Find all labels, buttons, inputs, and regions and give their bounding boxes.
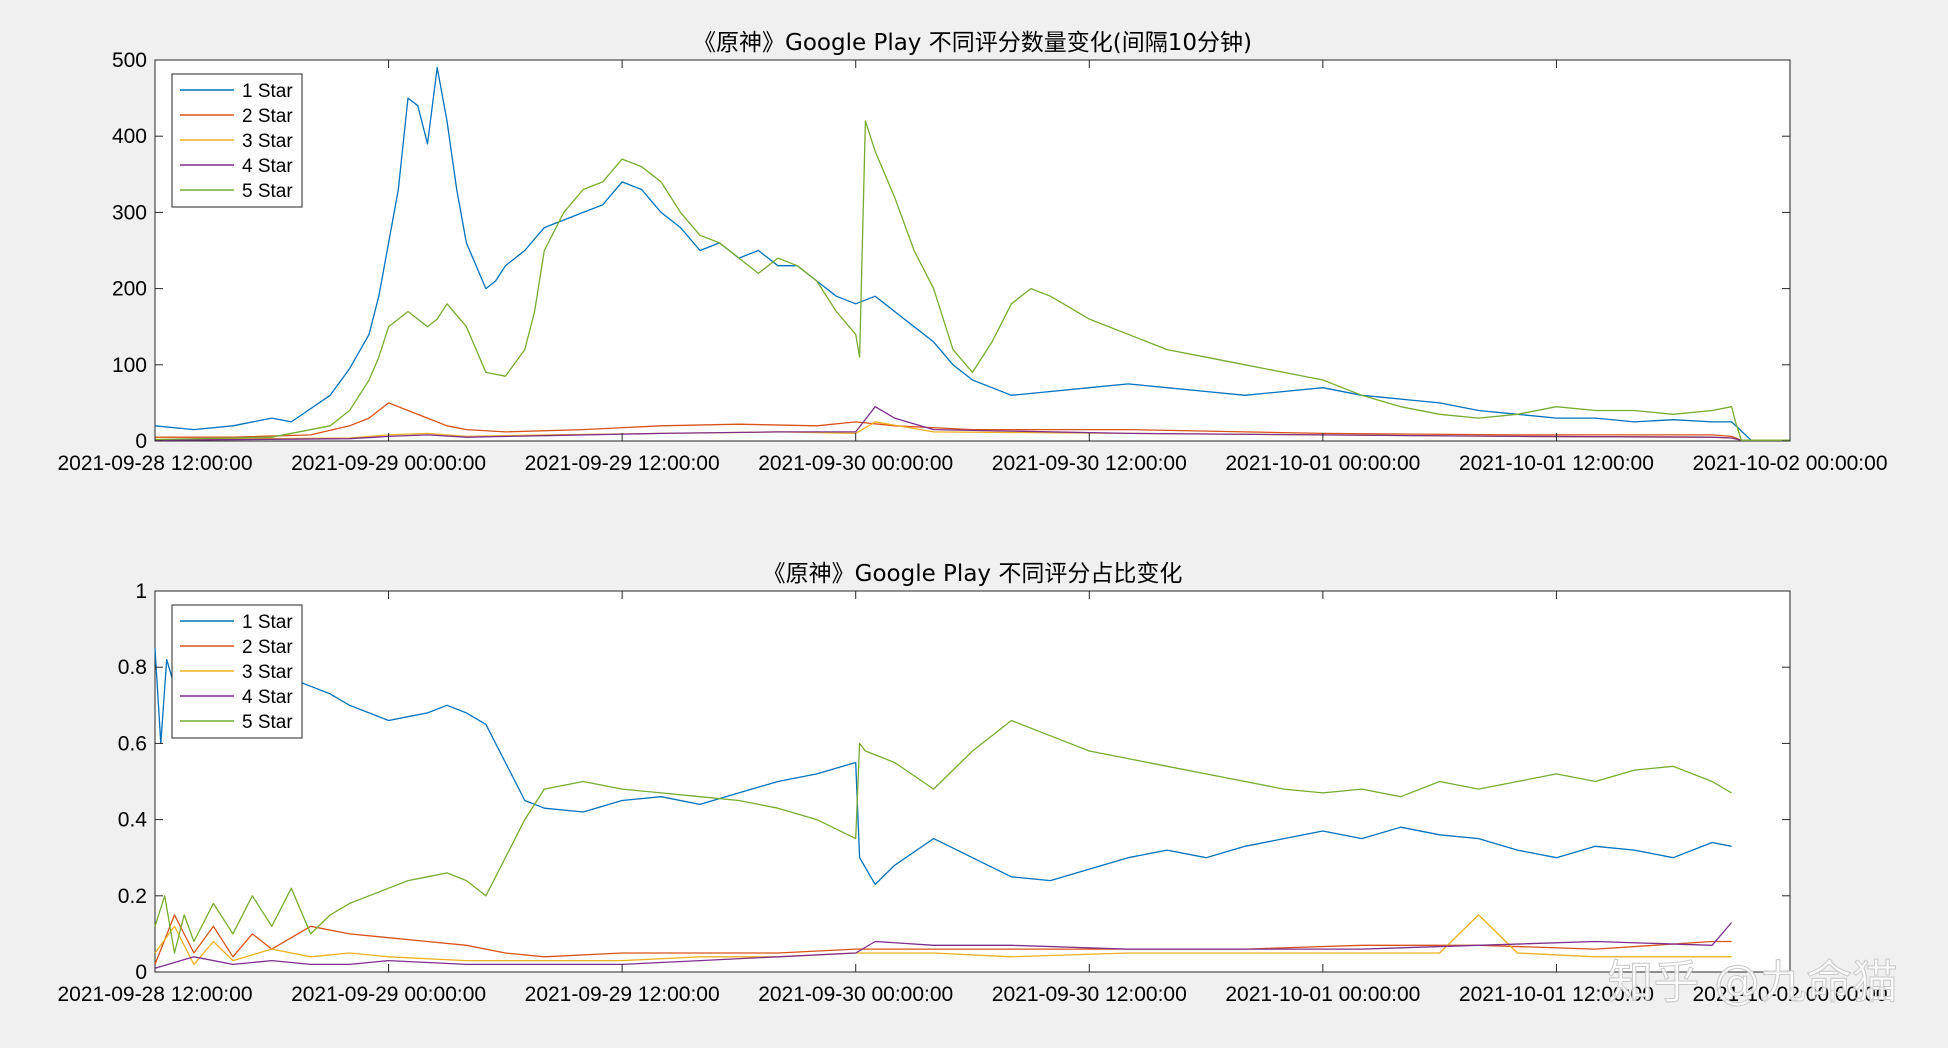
count-chart: 《原神》Google Play 不同评分数量变化(间隔10分钟) 0 100 200… [58,30,1888,475]
legend: 1 Star 2 Star 3 Star 4 Star 5 Star [171,73,303,208]
y-tick-label: 0 [135,430,147,453]
series-line-1-star [154,66,1790,441]
x-tick-label: 2021-09-30 00:00:00 [758,983,953,1006]
legend-label: 2 Star [242,106,293,127]
x-tick-label: 2021-09-29 00:00:00 [291,983,486,1006]
x-tick-label: 2021-10-01 00:00:00 [1225,452,1420,475]
legend-label: 4 Star [242,687,293,708]
x-tick-label: 2021-09-30 00:00:00 [758,452,953,475]
x-tick-label: 2021-10-01 00:00:00 [1225,983,1420,1006]
series-line-2-star [154,914,1732,965]
x-tick-label: 2021-09-28 12:00:00 [58,983,253,1006]
x-tick-label: 2021-09-30 12:00:00 [992,452,1187,475]
x-tick-label: 2021-09-29 00:00:00 [291,452,486,475]
x-tick-label: 2021-09-29 12:00:00 [525,983,720,1006]
legend-label: 2 Star [242,637,293,658]
y-tick-label: 0.4 [118,809,148,832]
y-tick-label: 0.6 [118,732,147,755]
share-chart-title: 《原神》Google Play 不同评分占比变化 [763,561,1183,587]
series-line-2-star [155,402,1790,441]
legend-label: 3 Star [242,131,293,152]
watermark: 知乎 @九命猫 [1607,955,1898,1009]
series-line-5-star [154,120,1790,441]
series-line-3-star [154,914,1732,966]
legend-label: 1 Star [242,81,293,102]
y-tick-label: 200 [112,278,147,301]
share-chart: 《原神》Google Play 不同评分占比变化 0 0.2 0.4 0.6 0.8 1 2… [58,561,1888,1006]
x-tick-label: 2021-10-01 12:00:00 [1459,983,1654,1006]
y-tick-label: 500 [112,49,147,72]
x-tick-label: 2021-10-02 00:00:00 [1693,452,1888,475]
legend-label: 1 Star [242,612,293,633]
series-line-4-star [154,406,1790,441]
legend: 1 Star 2 Star 3 Star 4 Star 5 Star [171,604,303,739]
series-line-5-star [154,719,1732,954]
y-tick-label: 1 [135,580,147,603]
y-tick-label: 400 [112,125,147,148]
y-tick-label: 300 [112,201,147,224]
x-tick-label: 2021-09-28 12:00:00 [58,452,253,475]
x-tick-label: 2021-09-30 12:00:00 [992,983,1187,1006]
plot-area [154,590,1791,973]
legend-label: 3 Star [242,662,293,683]
legend-label: 4 Star [242,156,293,177]
legend-label: 5 Star [242,712,293,733]
y-tick-label: 0.2 [118,885,147,908]
series-line-4-star [154,922,1733,969]
y-tick-label: 100 [112,354,147,377]
y-tick-label: 0.8 [118,656,147,679]
legend-label: 5 Star [242,181,293,202]
x-tick-label: 2021-10-01 12:00:00 [1459,452,1654,475]
plot-area [154,59,1791,442]
x-tick-label: 2021-09-29 12:00:00 [525,452,720,475]
count-chart-title: 《原神》Google Play 不同评分数量变化(间隔10分钟) [693,30,1252,56]
x-tick-label: 2021-10-02 00:00:00 [1693,983,1888,1006]
y-tick-label: 0 [135,961,147,984]
